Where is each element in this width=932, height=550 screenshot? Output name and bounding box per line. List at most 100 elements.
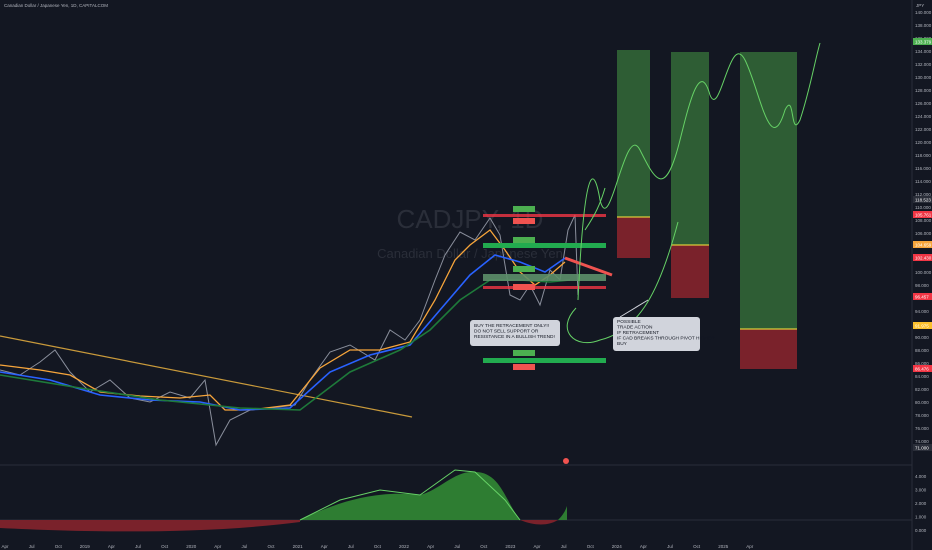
price-tag [913,444,932,451]
time-label: Jul [454,544,460,549]
time-label: Jul [667,544,673,549]
price-label: 110.000 [915,205,931,210]
support-zone [483,243,606,248]
price-tag-label: 105.761 [915,213,932,218]
price-label: 86.000 [915,361,929,366]
note-line: POSSIBLE [617,319,641,325]
price-label: 126.000 [915,101,932,106]
zone-tag [513,364,535,370]
price-label: 98.000 [915,283,929,288]
note-line: TRADE ACTION [617,325,653,331]
note-box [470,320,560,346]
price-tag [913,241,932,248]
osc-label: 0.000 [915,528,927,533]
event-marker [563,458,569,464]
price-tag [913,38,932,45]
stop-box [617,217,650,258]
time-label: 2025 [718,544,729,549]
time-label: Oct [587,544,595,549]
note-line: DO NOT SELL SUPPORT OR [474,329,539,335]
price-label: 140.000 [915,10,932,15]
stop-box [740,329,797,369]
osc-positive [558,506,567,520]
currency: JPY [916,3,924,8]
projection-path [577,42,821,301]
price-label: 124.000 [915,114,932,119]
osc-label: 1.000 [915,515,927,520]
projection-path [584,187,606,231]
time-label: Apr [746,544,754,549]
price-label: 80.000 [915,400,929,405]
price-label: 78.000 [915,413,929,418]
time-label: Jul [242,544,248,549]
note-pointer [619,299,649,318]
zone-tag [513,350,535,356]
stop-box [671,245,709,298]
price-tag-label: 118.523 [915,198,931,203]
price-label: 116.000 [915,166,931,171]
time-label: 2021 [293,544,304,549]
osc-label: 2.000 [915,501,927,506]
osc-label: 3.000 [915,488,927,493]
price-label: 74.000 [915,439,929,444]
price-label: 90.000 [915,335,929,340]
price-label: 108.000 [915,218,932,223]
target-box [617,50,650,217]
price-label: 122.000 [915,127,932,132]
price-tag [913,365,932,372]
osc-label: 4.000 [915,474,927,479]
price-tag [913,254,932,261]
price-tag [913,211,932,218]
zone-tag [513,218,535,224]
price-label: 112.000 [915,192,931,197]
time-label: Jul [561,544,567,549]
resistance-line [483,286,606,289]
price-label: 100.000 [915,270,932,275]
price-label: 88.000 [915,348,929,353]
zone-tag [513,237,535,243]
time-label: Apr [321,544,329,549]
target-box [671,52,709,245]
time-label: 2024 [612,544,623,549]
price-tag-label: 133.379 [915,40,932,45]
price-label: 128.000 [915,88,932,93]
price-tag [913,196,932,203]
price-label: 118.000 [915,153,931,158]
ma-mid [0,254,566,411]
price-tag-label: 96.457 [915,295,929,300]
support-zone [483,274,606,281]
price-label: 132.000 [915,62,932,67]
price-label: 94.000 [915,309,929,314]
price-tag-label: 71.000 [915,446,929,451]
red-arrow [564,256,613,277]
osc-line [299,469,521,521]
price-label: 120.000 [915,140,932,145]
time-label: Apr [533,544,541,549]
time-label: 2023 [505,544,516,549]
price-label: 138.000 [915,23,932,28]
target-box [740,52,797,329]
note-line: IF RETRACEMENT [617,330,659,336]
time-label: Apr [108,544,116,549]
time-label: Apr [1,544,9,549]
time-label: Oct [161,544,169,549]
time-label: 2019 [80,544,91,549]
time-label: Oct [693,544,701,549]
projection-path [566,221,679,344]
note-line: IF CAD BREAKS THROUGH PIVOT HIGHER [617,336,715,342]
time-label: Jul [135,544,141,549]
time-label: Apr [427,544,435,549]
zone-tag [513,284,535,290]
price-tag-label: 104.659 [915,243,932,248]
time-label: Apr [214,544,222,549]
zone-tag [513,206,535,212]
price-label: 134.000 [915,49,932,54]
price-tag [913,293,932,300]
time-label: Oct [374,544,382,549]
osc-negative [520,520,558,525]
symbol-title: Canadian Dollar / Japanese Yen, 1D, CAPI… [4,3,108,8]
note-line: RESISTANCE IN A BULLISH TREND! [474,334,555,340]
time-label: Jul [348,544,354,549]
